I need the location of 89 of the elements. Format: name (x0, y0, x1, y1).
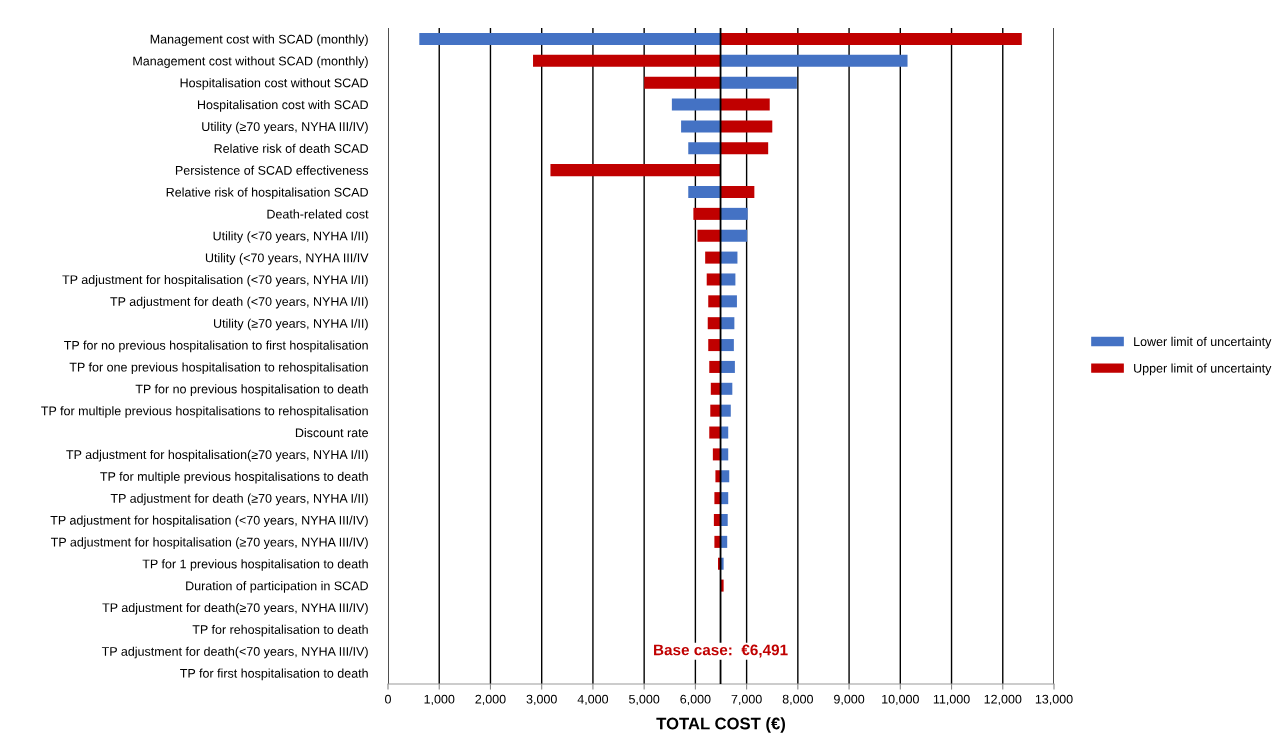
bar (705, 251, 721, 264)
x-tick-label: 7,000 (731, 694, 762, 706)
y-tick-label: TP for multiple previous hospitalisations to rehospitalisation (41, 406, 368, 418)
y-tick-label: Management cost with SCAD (monthly) (150, 34, 368, 47)
bar (720, 295, 737, 308)
x-tick-label: 11,000 (933, 694, 970, 706)
bar (671, 98, 721, 111)
x-tick-label: 6,000 (680, 694, 711, 706)
y-tick-label: Persistence of SCAD effectiveness (175, 165, 369, 175)
x-tick-label: 13,000 (1035, 694, 1073, 706)
x-tick-label: 12,000 (984, 694, 1022, 706)
y-tick-label: Utility (<70 years, NYHA III/IV (205, 253, 369, 265)
bar (720, 339, 734, 352)
bar (706, 273, 721, 286)
y-tick-label: TP adjustment for death (≥70 years, NYHA I/II) (110, 493, 368, 506)
x-axis-title: TOTAL COST (€) (656, 717, 785, 733)
bar (720, 448, 729, 461)
y-tick-label: TP adjustment for hospitalisation (<70 years, NYHA I/II) (62, 274, 368, 287)
y-tick-label: TP adjustment for death(≥70 years, NYHA III/IV) (102, 602, 368, 615)
bar (710, 382, 721, 395)
bar (708, 295, 721, 308)
bar (707, 317, 721, 330)
y-tick-label: Relative risk of hospitalisation SCAD (166, 187, 368, 200)
x-tick-label: 8,000 (782, 694, 813, 706)
bar (550, 164, 721, 177)
y-tick-label: Utility (≥70 years, NYHA I/II) (214, 318, 368, 331)
bar (720, 317, 735, 330)
bar (644, 76, 721, 89)
y-tick-label: TP for no previous hospitalisation to death (135, 384, 368, 396)
bar (720, 32, 1022, 45)
x-tick-label: 1,000 (424, 694, 455, 706)
bar (720, 98, 770, 111)
y-tick-label: TP adjustment for hospitalisation(≥70 years, NYHA I/II) (66, 449, 368, 462)
bar (720, 426, 729, 439)
bar (709, 426, 721, 439)
y-tick-label: Hospitalisation cost with SCAD (197, 100, 368, 112)
y-tick-label: TP adjustment for death (<70 years, NYHA I/II) (110, 296, 368, 309)
bar (681, 120, 721, 133)
bar (693, 207, 721, 220)
bar (720, 382, 733, 395)
bar (720, 185, 755, 199)
bar (720, 142, 769, 155)
x-tick-label: 2,000 (475, 694, 506, 706)
y-tick-label: Utility (≥70 years, NYHA III/IV) (202, 121, 368, 134)
bar (720, 54, 908, 67)
y-tick-label: TP for multiple previous hospitalisations to death (100, 471, 368, 484)
bar (720, 360, 735, 373)
y-tick-label: Hospitalisation cost without SCAD (180, 78, 368, 90)
bar (720, 120, 773, 133)
y-tick-label: TP for rehospitalisation to death (192, 624, 368, 637)
y-tick-label: Death-related cost (267, 209, 369, 219)
y-tick-label: TP adjustment for hospitalisation (<70 years, NYHA III/IV) (50, 515, 368, 528)
x-tick-label: 9,000 (834, 694, 865, 706)
y-tick-label: Utility (<70 years, NYHA I/II) (213, 231, 368, 243)
x-tick-label: 5,000 (629, 694, 660, 706)
bar (720, 229, 748, 242)
bar (710, 404, 721, 417)
y-tick-label: Discount rate (295, 428, 368, 438)
y-tick-label: TP for no previous hospitalisation to first hospitalisation (64, 340, 368, 353)
y-tick-label: TP adjustment for death(<70 years, NYHA III/IV) (101, 646, 368, 659)
bar (720, 535, 728, 548)
x-tick-label: 4,000 (577, 694, 609, 706)
bar (720, 404, 731, 417)
x-tick-label: 3,000 (526, 694, 557, 706)
bar (709, 360, 721, 373)
bar (697, 229, 721, 242)
bar (720, 207, 748, 220)
bar (688, 185, 721, 199)
legend-label: Lower limit of uncertainty (1134, 336, 1272, 349)
bar (688, 142, 721, 155)
bar (419, 32, 721, 45)
y-tick-label: TP for first hospitalisation to death (180, 668, 368, 681)
ref-line-label: Base case: €6,491 (654, 644, 788, 658)
bar (533, 54, 721, 67)
x-tick-label: 10,000 (882, 694, 919, 706)
y-tick-label: Management cost without SCAD (monthly) (133, 56, 368, 68)
y-tick-label: TP adjustment for hospitalisation (≥70 years, NYHA III/IV) (50, 537, 368, 549)
bar (720, 273, 736, 286)
bar (720, 76, 797, 89)
y-tick-label: TP for one previous hospitalisation to rehospitalisation (69, 362, 368, 375)
bar (708, 339, 721, 352)
x-tick-label: 0 (385, 694, 391, 704)
y-tick-label: Duration of participation in SCAD (186, 581, 368, 593)
bar (720, 470, 730, 483)
bar (720, 251, 738, 264)
y-tick-label: TP for 1 previous hospitalisation to death (142, 559, 368, 571)
bar (720, 492, 729, 505)
y-tick-label: Relative risk of death SCAD (214, 143, 368, 153)
legend-label: Upper limit of uncertainty (1134, 363, 1272, 376)
